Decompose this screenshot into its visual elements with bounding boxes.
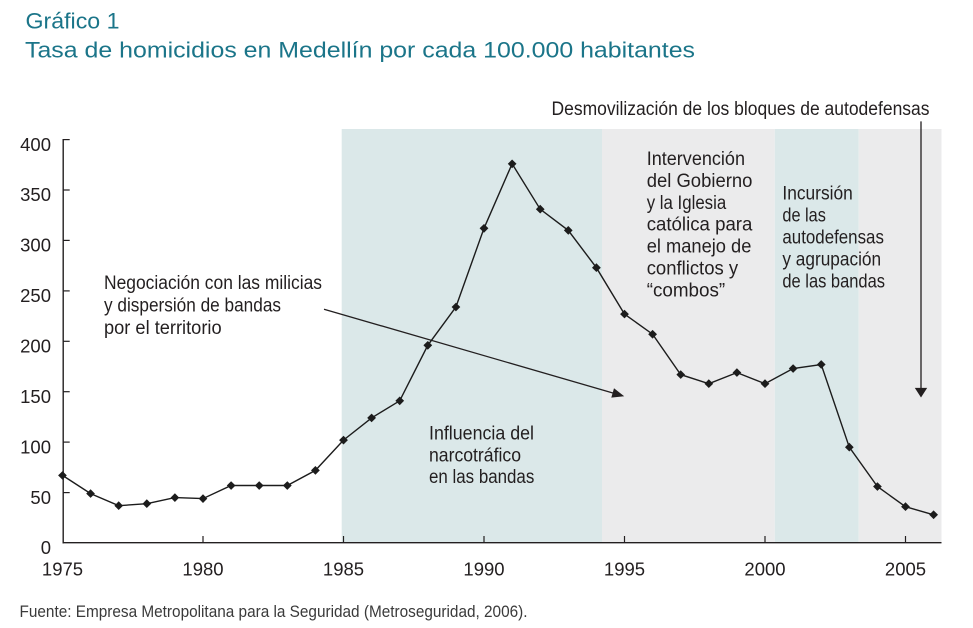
svg-text:el manejo de: el manejo de <box>647 237 752 258</box>
svg-text:autodefensas: autodefensas <box>782 228 884 249</box>
svg-text:2000: 2000 <box>744 559 785 580</box>
svg-text:por el territorio: por el territorio <box>104 318 222 339</box>
svg-text:300: 300 <box>20 235 51 256</box>
svg-text:350: 350 <box>20 184 51 205</box>
svg-text:de las bandas: de las bandas <box>782 272 885 293</box>
svg-text:Intervención: Intervención <box>647 149 745 170</box>
svg-text:del Gobierno: del Gobierno <box>647 171 753 192</box>
svg-text:1990: 1990 <box>463 559 504 580</box>
svg-text:1995: 1995 <box>604 559 645 580</box>
svg-text:100: 100 <box>20 436 51 457</box>
svg-text:1985: 1985 <box>323 559 364 580</box>
svg-text:conflictos y: conflictos y <box>647 259 739 280</box>
svg-text:en las bandas: en las bandas <box>429 467 534 488</box>
svg-text:y la Iglesia: y la Iglesia <box>647 193 727 214</box>
svg-text:Gráfico 1: Gráfico 1 <box>26 9 120 34</box>
svg-text:“combos”: “combos” <box>647 280 726 301</box>
svg-text:Influencia del: Influencia del <box>429 424 534 445</box>
svg-text:Fuente: Empresa Metropolitana: Fuente: Empresa Metropolitana para la Se… <box>20 603 528 621</box>
svg-text:Tasa de homicidios en Medellín: Tasa de homicidios en Medellín por cada … <box>25 38 695 63</box>
svg-text:Negociación con las milicias: Negociación con las milicias <box>104 273 322 294</box>
svg-text:Incursión: Incursión <box>782 184 852 205</box>
svg-text:250: 250 <box>20 285 51 306</box>
svg-text:católica para: católica para <box>647 215 753 236</box>
svg-text:y dispersión de bandas: y dispersión de bandas <box>104 296 281 317</box>
svg-text:narcotráfico: narcotráfico <box>429 445 521 466</box>
svg-text:150: 150 <box>20 386 51 407</box>
svg-text:50: 50 <box>30 487 51 508</box>
svg-text:400: 400 <box>20 134 51 155</box>
svg-text:0: 0 <box>41 537 51 558</box>
svg-text:200: 200 <box>20 336 51 357</box>
svg-text:Desmovilización de los bloques: Desmovilización de los bloques de autode… <box>552 99 930 120</box>
svg-text:y agrupación: y agrupación <box>782 250 881 271</box>
svg-text:2005: 2005 <box>885 559 926 580</box>
svg-text:1975: 1975 <box>42 559 83 580</box>
svg-text:1980: 1980 <box>182 559 223 580</box>
svg-text:de las: de las <box>782 206 826 227</box>
